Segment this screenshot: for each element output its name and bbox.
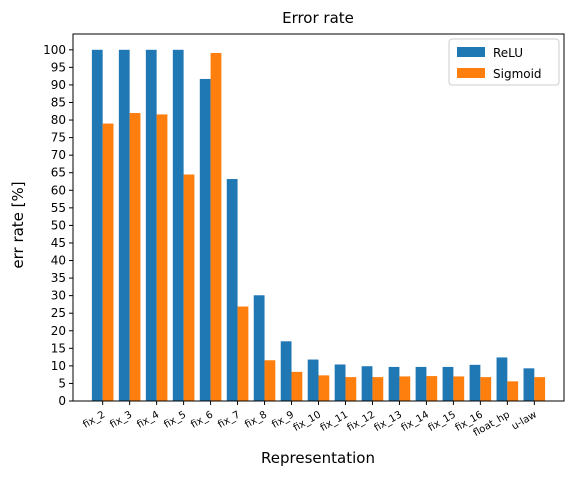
bar-sigmoid-fix_3 (129, 113, 141, 402)
bar-sigmoid-fix_6 (210, 52, 222, 402)
bar-sigmoid-fix_15 (453, 376, 465, 401)
y-tick-label: 100 (43, 43, 66, 57)
legend-swatch-sigmoid (457, 68, 485, 78)
bar-sigmoid-fix_4 (156, 114, 168, 402)
bar-sigmoid-fix_12 (372, 377, 384, 401)
x-axis-title: Representation (261, 449, 375, 467)
plot-frame (72, 33, 565, 402)
legend: ReLU Sigmoid (448, 38, 560, 86)
bars-group (91, 49, 546, 402)
bar-relu-fix_6 (199, 78, 211, 401)
bar-sigmoid-fix_9 (291, 371, 303, 401)
y-tick-label: 15 (51, 341, 66, 355)
y-tick-label: 20 (51, 324, 66, 338)
y-tick-label: 95 (51, 60, 66, 74)
chart-title: Error rate (282, 9, 354, 27)
bar-relu-fix_9 (280, 341, 292, 401)
bar-sigmoid-fix_14 (426, 376, 438, 401)
y-tick-label: 60 (51, 183, 66, 197)
y-tick-label: 75 (51, 131, 66, 145)
bar-relu-fix_12 (361, 366, 373, 401)
bar-sigmoid-fix_10 (318, 375, 330, 401)
y-tick-label: 80 (51, 113, 66, 127)
bar-sigmoid-fix_8 (264, 360, 276, 401)
bar-relu-fix_4 (145, 49, 157, 402)
y-tick-label: 40 (51, 254, 66, 268)
bar-sigmoid-fix_16 (480, 377, 492, 401)
y-tick-label: 35 (51, 271, 66, 285)
y-tick-label: 5 (58, 376, 66, 390)
y-tick-label: 90 (51, 78, 66, 92)
y-tick-label: 70 (51, 148, 66, 162)
bar-sigmoid-fix_5 (183, 174, 195, 401)
bar-relu-fix_5 (172, 49, 184, 402)
bar-relu-fix_8 (253, 295, 265, 401)
bar-relu-u-law (523, 368, 535, 401)
y-tick-label: 50 (51, 218, 66, 232)
y-axis-title: err rate [%] (9, 181, 27, 268)
bar-sigmoid-fix_11 (345, 377, 357, 401)
bar-relu-fix_2 (91, 49, 103, 402)
y-tick-label: 55 (51, 201, 66, 215)
bar-relu-fix_10 (307, 359, 319, 401)
bar-relu-fix_16 (469, 364, 481, 401)
bar-relu-fix_3 (118, 49, 130, 402)
y-tick-label: 10 (51, 359, 66, 373)
bar-relu-fix_15 (442, 366, 454, 401)
bar-relu-fix_7 (226, 179, 238, 401)
bar-sigmoid-fix_2 (102, 123, 114, 401)
y-tick-label: 25 (51, 306, 66, 320)
y-tick-label: 85 (51, 95, 66, 109)
y-tick-label: 45 (51, 236, 66, 250)
bar-sigmoid-float_hp (507, 381, 519, 401)
legend-swatch-relu (457, 47, 485, 57)
y-tick-label: 0 (58, 394, 66, 408)
y-tick-label: 65 (51, 166, 66, 180)
bar-relu-fix_14 (415, 366, 427, 401)
y-axis: 0 5 10 15 20 25 30 35 40 45 50 55 60 65 70 75 80 85 90 95 10… (43, 43, 73, 408)
bar-relu-float_hp (496, 357, 508, 401)
bar-relu-fix_13 (388, 366, 400, 401)
legend-label-sigmoid: Sigmoid (493, 67, 542, 81)
legend-label-relu: ReLU (493, 46, 523, 60)
bar-sigmoid-u-law (534, 377, 546, 401)
bar-sigmoid-fix_13 (399, 376, 411, 401)
bar-sigmoid-fix_7 (237, 306, 249, 401)
bar-relu-fix_11 (334, 364, 346, 401)
y-tick-label: 30 (51, 289, 66, 303)
